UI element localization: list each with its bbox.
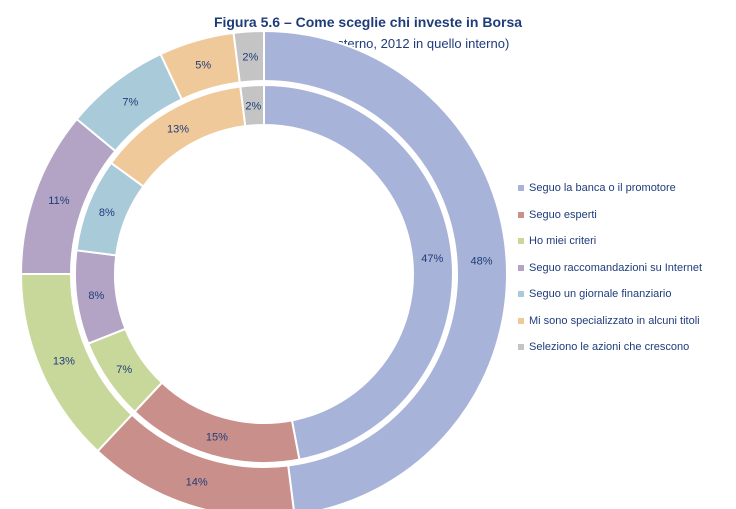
slice-outer-1: [263, 29, 508, 509]
legend-swatch: [518, 344, 524, 351]
data-label-outer-2: 14%: [186, 476, 208, 488]
data-label-outer-3: 13%: [53, 356, 75, 368]
legend-swatch: [518, 211, 524, 218]
legend-item: Seguo raccomandazioni su Internet: [518, 255, 702, 282]
legend-label: Ho miei criteri: [529, 235, 597, 248]
legend-item: Seleziono le azioni che crescono: [518, 334, 702, 361]
data-label-outer-1: 48%: [471, 255, 493, 267]
legend-label: Seleziono le azioni che crescono: [529, 341, 690, 354]
legend-swatch: [518, 238, 524, 245]
legend-swatch: [518, 264, 524, 271]
legend-item: Seguo la banca o il promotore: [518, 175, 702, 202]
data-label-inner-3: 7%: [116, 364, 132, 376]
data-label-inner-1: 47%: [421, 253, 443, 265]
data-label-outer-6: 5%: [195, 60, 211, 72]
data-label-outer-5: 7%: [122, 97, 138, 109]
chart-title: Figura 5.6 – Come sceglie chi investe in…: [213, 14, 523, 30]
legend-item: Ho miei criteri: [518, 228, 702, 255]
legend-item: Seguo un giornale finanziario: [518, 281, 702, 308]
legend-label: Seguo esperti: [529, 208, 597, 221]
legend-label: Mi sono specializzato in alcuni titoli: [529, 314, 700, 327]
data-label-inner-7: 2%: [245, 100, 261, 112]
data-label-inner-6: 13%: [167, 124, 189, 136]
data-label-outer-4: 11%: [48, 195, 69, 207]
legend-swatch: [518, 185, 524, 192]
legend-swatch: [518, 291, 524, 298]
legend-label: Seguo la banca o il promotore: [529, 182, 676, 195]
data-label-inner-2: 15%: [206, 431, 228, 443]
legend-label: Seguo raccomandazioni su Internet: [529, 261, 703, 274]
data-label-outer-7: 2%: [242, 51, 258, 63]
slice-outer-7: [232, 29, 265, 84]
data-label-inner-4: 8%: [88, 290, 104, 302]
legend-swatch: [518, 317, 524, 324]
legend-item: Mi sono specializzato in alcuni titoli: [518, 308, 702, 335]
legend-item: Seguo esperti: [518, 202, 702, 229]
data-label-inner-5: 8%: [99, 207, 115, 219]
slice-inner-7: [239, 83, 265, 128]
legend-label: Seguo un giornale finanziario: [529, 288, 672, 301]
chart-legend: Seguo la banca o il promotore Seguo esper…: [518, 175, 702, 361]
slice-inner-1: [263, 83, 454, 461]
